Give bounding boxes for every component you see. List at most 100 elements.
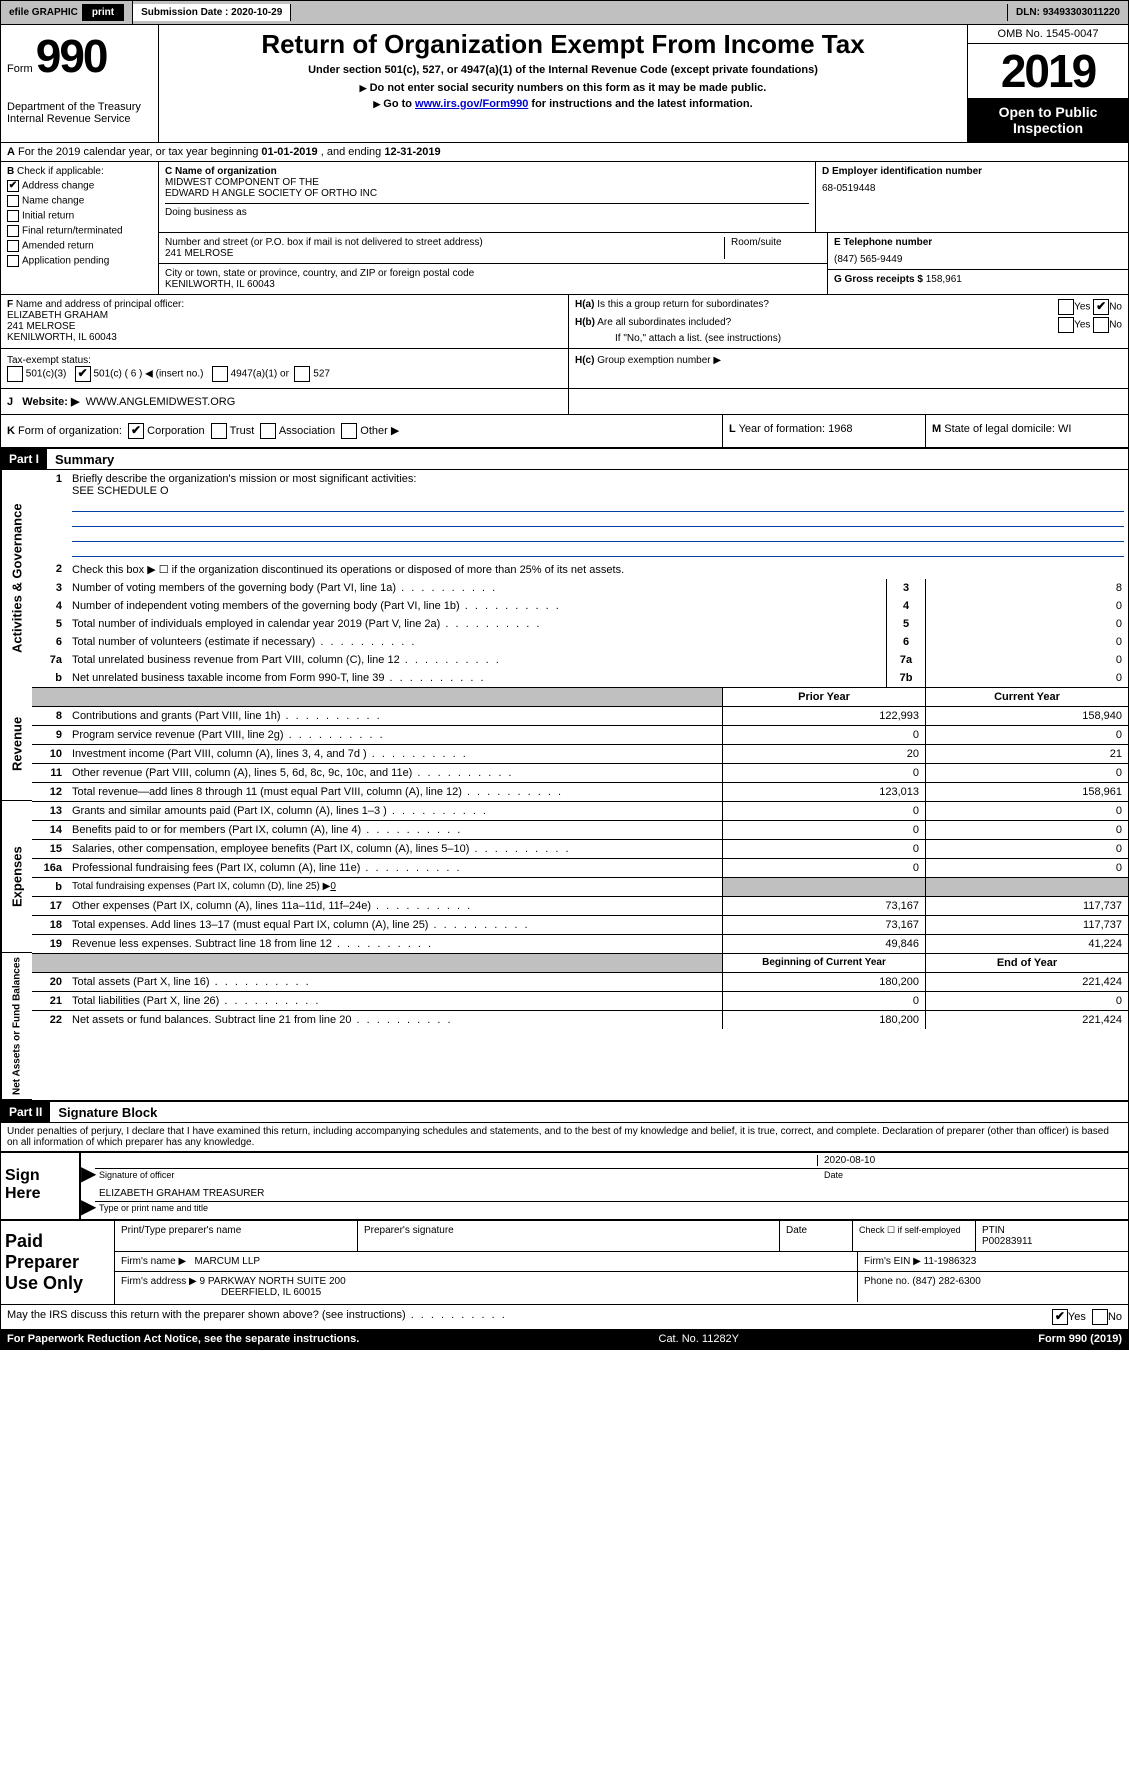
net-tab: Net Assets or Fund Balances [1, 953, 32, 1100]
efile-top-bar: efile GRAPHIC print Submission Date : 20… [0, 0, 1129, 25]
name-label: C Name of organization [165, 166, 809, 177]
form-note2: Go to www.irs.gov/Form990 for instructio… [167, 98, 959, 110]
city-value: KENILWORTH, IL 60043 [165, 279, 821, 290]
omb-number: OMB No. 1545-0047 [968, 25, 1128, 44]
prep-name-hdr: Print/Type preparer's name [115, 1221, 358, 1251]
checkbox-item: ✔Address change [7, 180, 152, 192]
address-left: Number and street (or P.O. box if mail i… [159, 233, 828, 294]
summary-line: 11Other revenue (Part VIII, column (A), … [32, 763, 1128, 782]
row-j-website: J Website: ▶ WWW.ANGLEMIDWEST.ORG [1, 388, 1128, 414]
summary-line: 20Total assets (Part X, line 16)180,2002… [32, 972, 1128, 991]
summary-line: 19Revenue less expenses. Subtract line 1… [32, 934, 1128, 953]
efile-label: efile GRAPHIC [9, 7, 78, 18]
form-container: Form 990 Department of the Treasury Inte… [0, 25, 1129, 1350]
col-c-to-g: C Name of organization MIDWEST COMPONENT… [159, 162, 1128, 294]
firm-phone: (847) 282-6300 [912, 1276, 980, 1287]
website-value: WWW.ANGLEMIDWEST.ORG [86, 396, 236, 408]
ein-value: 68-0519448 [822, 183, 1122, 194]
officer-name-title: ELIZABETH GRAHAM TREASURER [95, 1186, 1128, 1202]
section-b-to-g: B Check if applicable: ✔Address changeNa… [1, 161, 1128, 294]
begin-year-hdr: Beginning of Current Year [722, 954, 925, 972]
summary-line: bNet unrelated business taxable income f… [32, 669, 1128, 687]
address-row: Number and street (or P.O. box if mail i… [159, 232, 1128, 294]
sig-officer-label: Signature of officer [99, 1170, 824, 1180]
submission-label: Submission Date : [141, 7, 228, 18]
tel-label: E Telephone number [834, 237, 932, 248]
summary-line: 9Program service revenue (Part VIII, lin… [32, 725, 1128, 744]
gov-section: Activities & Governance 1 Briefly descri… [1, 469, 1128, 687]
summary-line: 10Investment income (Part VIII, column (… [32, 744, 1128, 763]
row-a-text: For the 2019 calendar year, or tax year … [18, 146, 261, 158]
summary-line: 13Grants and similar amounts paid (Part … [32, 801, 1128, 820]
tax-exempt-left: Tax-exempt status: 501(c)(3) ✔ 501(c) ( … [1, 349, 569, 388]
hb-note: If "No," attach a list. (see instruction… [615, 333, 1122, 344]
revenue-section: Revenue Prior Year Current Year 8Contrib… [1, 687, 1128, 801]
org-name-2: EDWARD H ANGLE SOCIETY OF ORTHO INC [165, 188, 809, 199]
sign-date-label: Date [824, 1170, 1124, 1180]
sign-date: 2020-08-10 [817, 1155, 1124, 1166]
summary-line: 16aProfessional fundraising fees (Part I… [32, 858, 1128, 877]
expenses-tab: Expenses [1, 801, 32, 953]
summary-line: 3Number of voting members of the governi… [32, 579, 1128, 597]
form-footer: For Paperwork Reduction Act Notice, see … [1, 1329, 1128, 1349]
name-ein-row: C Name of organization MIDWEST COMPONENT… [159, 162, 1128, 232]
checkbox-item: Final return/terminated [7, 225, 152, 237]
col-h-group: H(a) Is this a group return for subordin… [569, 295, 1128, 348]
address-right: E Telephone number (847) 565-9449 G Gros… [828, 233, 1128, 294]
form-header: Form 990 Department of the Treasury Inte… [1, 25, 1128, 142]
ha-yes-no: Yes ✔No [1058, 299, 1122, 315]
gross-label: G Gross receipts $ [834, 274, 923, 285]
net-assets-section: Net Assets or Fund Balances Beginning of… [1, 953, 1128, 1100]
form-note1: Do not enter social security numbers on … [167, 82, 959, 94]
paid-preparer-label: Paid Preparer Use Only [1, 1221, 114, 1304]
ptin-value: P00283911 [982, 1236, 1032, 1247]
org-name-1: MIDWEST COMPONENT OF THE [165, 177, 809, 188]
form-number: 990 [36, 30, 107, 82]
ein-box: D Employer identification number 68-0519… [816, 162, 1128, 232]
prep-date-hdr: Date [780, 1221, 853, 1251]
col-f-officer: F Name and address of principal officer:… [1, 295, 569, 348]
hb-yes-no: Yes No [1058, 317, 1122, 333]
form-year-col: OMB No. 1545-0047 2019 Open to Public In… [967, 25, 1128, 142]
part-1-title: Summary [47, 452, 114, 467]
summary-line: 17Other expenses (Part IX, column (A), l… [32, 896, 1128, 915]
row-f-h: F Name and address of principal officer:… [1, 294, 1128, 348]
officer-addr2: KENILWORTH, IL 60043 [7, 332, 117, 343]
officer-addr1: 241 MELROSE [7, 321, 75, 332]
checkbox-item: Initial return [7, 210, 152, 222]
ein-label: D Employer identification number [822, 166, 1122, 177]
form-subtitle: Under section 501(c), 527, or 4947(a)(1)… [167, 64, 959, 76]
firm-addr1: 9 PARKWAY NORTH SUITE 200 [200, 1276, 346, 1287]
summary-line: 6Total number of volunteers (estimate if… [32, 633, 1128, 651]
gross-value: 158,961 [926, 274, 962, 285]
officer-name: ELIZABETH GRAHAM [7, 310, 108, 321]
footer-right: Form 990 (2019) [1038, 1333, 1122, 1345]
prep-sig-hdr: Preparer's signature [358, 1221, 780, 1251]
paid-preparer-section: Paid Preparer Use Only Print/Type prepar… [1, 1219, 1128, 1304]
irs-link[interactable]: www.irs.gov/Form990 [415, 98, 528, 110]
revenue-tab: Revenue [1, 687, 32, 801]
efile-cell: efile GRAPHIC print [1, 1, 133, 24]
hc-box: H(c) Group exemption number ▶ [569, 349, 1128, 388]
print-button[interactable]: print [82, 4, 124, 21]
tax-exempt-row: Tax-exempt status: 501(c)(3) ✔ 501(c) ( … [1, 348, 1128, 388]
summary-line: 21Total liabilities (Part X, line 26)00 [32, 991, 1128, 1010]
row-a-label: A [7, 146, 15, 158]
firm-ein: 11-1986323 [924, 1256, 977, 1267]
name-title-label: Type or print name and title [95, 1202, 1128, 1214]
row-a-mid: , and ending [321, 146, 385, 158]
summary-line: 15Salaries, other compensation, employee… [32, 839, 1128, 858]
street-row: Number and street (or P.O. box if mail i… [159, 233, 827, 263]
open-public-badge: Open to Public Inspection [968, 98, 1128, 142]
part-2-bar: Part II Signature Block [1, 1100, 1128, 1122]
footer-mid: Cat. No. 11282Y [659, 1333, 740, 1345]
tax-year: 2019 [968, 44, 1128, 98]
penalty-text: Under penalties of perjury, I declare th… [1, 1122, 1128, 1151]
city-label: City or town, state or province, country… [165, 268, 821, 279]
dln-cell: DLN: 93493303011220 [1007, 4, 1128, 21]
submission-cell: Submission Date : 2020-10-29 [133, 4, 291, 21]
dba-label: Doing business as [165, 203, 809, 218]
dln-label: DLN: [1016, 7, 1040, 18]
expenses-section: Expenses 13Grants and similar amounts pa… [1, 801, 1128, 953]
summary-line: 7aTotal unrelated business revenue from … [32, 651, 1128, 669]
